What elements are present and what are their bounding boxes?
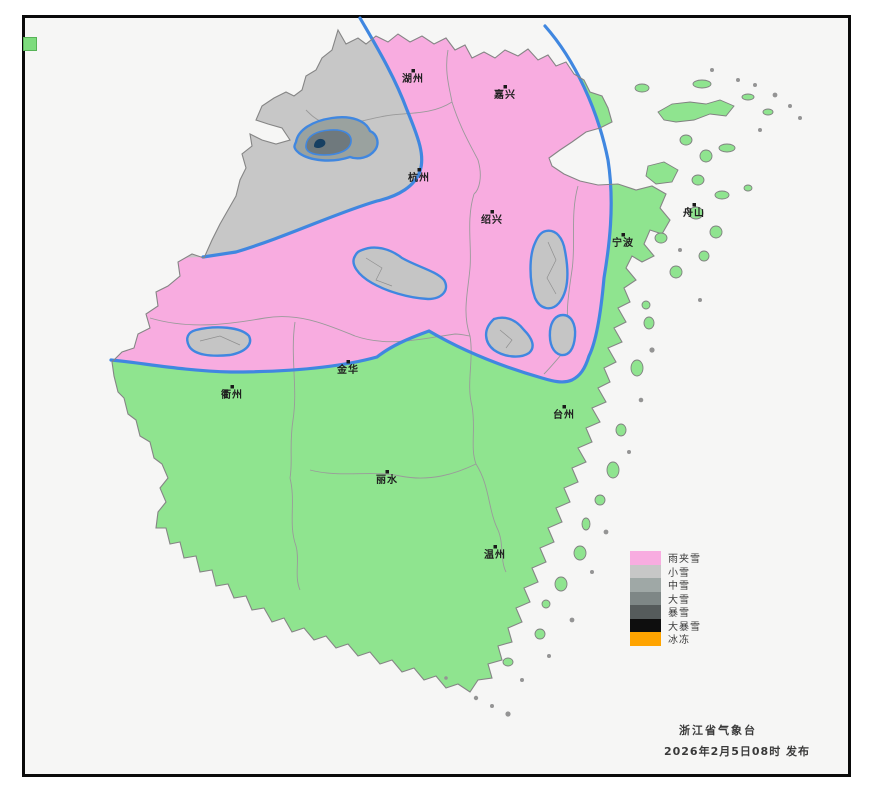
- city-dot-1: [503, 85, 507, 89]
- snow-patch-e: [186, 326, 252, 357]
- city-label-0: 湖州: [402, 72, 424, 85]
- city-dot-2: [417, 168, 421, 172]
- issuer-text: 浙江省气象台: [679, 724, 757, 737]
- legend-swatch-6: [630, 632, 661, 646]
- legend-row-4: 暴雪: [630, 605, 701, 619]
- city-dot-8: [562, 405, 566, 409]
- islands: [502, 79, 774, 667]
- legend: 雨夹雪 小雪中雪 大雪暴雪 大暴雪冰冻: [630, 551, 701, 646]
- city-dot-3: [490, 210, 494, 214]
- city-label-2: 杭州: [408, 171, 430, 184]
- heavy-snow-cell: [305, 129, 352, 156]
- legend-label-1: 小雪: [668, 567, 690, 579]
- legend-label-6: 冰冻: [668, 635, 690, 647]
- frame-corner-marker: [23, 37, 37, 51]
- city-dot-10: [493, 545, 497, 549]
- legend-label-3: 大雪: [668, 594, 690, 606]
- city-label-7: 金华: [336, 363, 359, 376]
- legend-label-5: 大暴雪: [668, 621, 701, 633]
- city-label-6: 衢州: [221, 388, 243, 401]
- legend-row-1: 小雪: [630, 564, 701, 579]
- city-label-3: 绍兴: [481, 213, 503, 226]
- city-label-10: 温州: [484, 548, 506, 561]
- legend-label-0: 雨夹雪: [668, 554, 701, 566]
- city-dot-9: [385, 470, 389, 474]
- legend-row-3: 大雪: [630, 591, 701, 606]
- legend-swatch-5: [630, 618, 661, 632]
- legend-row-2: 中雪: [630, 578, 701, 592]
- legend-row-0: 雨夹雪: [630, 551, 701, 565]
- city-label-5: 舟山: [683, 206, 705, 219]
- city-label-4: 宁波: [612, 236, 634, 249]
- snow-patches: [186, 229, 577, 358]
- legend-row-6: 冰冻: [630, 632, 701, 646]
- legend-label-2: 中雪: [668, 581, 690, 593]
- snow-boundary-line-east: [109, 24, 613, 384]
- legend-swatch-2: [630, 578, 661, 592]
- city-dot-7: [346, 360, 350, 364]
- province-outline: [111, 28, 671, 693]
- blizzard-spot: [314, 138, 326, 148]
- city-dot-4: [621, 233, 625, 237]
- city-label-8: 台州: [553, 408, 575, 421]
- islet-specks: [444, 68, 802, 717]
- city-dot-6: [230, 385, 234, 389]
- city-label-9: 丽水: [376, 473, 398, 486]
- snow-patch-d: [548, 313, 577, 357]
- legend-swatch-3: [630, 591, 661, 605]
- legend-row-5: 大暴雪: [630, 618, 701, 633]
- city-label-1: 嘉兴: [493, 88, 516, 101]
- issue-time-text: 2026年2月5日08时 发布: [663, 745, 811, 758]
- snow-patch-a: [352, 246, 448, 301]
- legend-label-4: 暴雪: [668, 608, 690, 620]
- city-dot-5: [692, 203, 696, 207]
- patch-inner-lines: [199, 241, 557, 349]
- city-dot-0: [411, 69, 415, 73]
- legend-swatch-4: [630, 605, 661, 619]
- legend-swatch-0: [630, 551, 661, 565]
- snow-patch-c: [484, 316, 534, 358]
- legend-swatch-1: [630, 564, 661, 578]
- snow-patch-b: [529, 229, 569, 310]
